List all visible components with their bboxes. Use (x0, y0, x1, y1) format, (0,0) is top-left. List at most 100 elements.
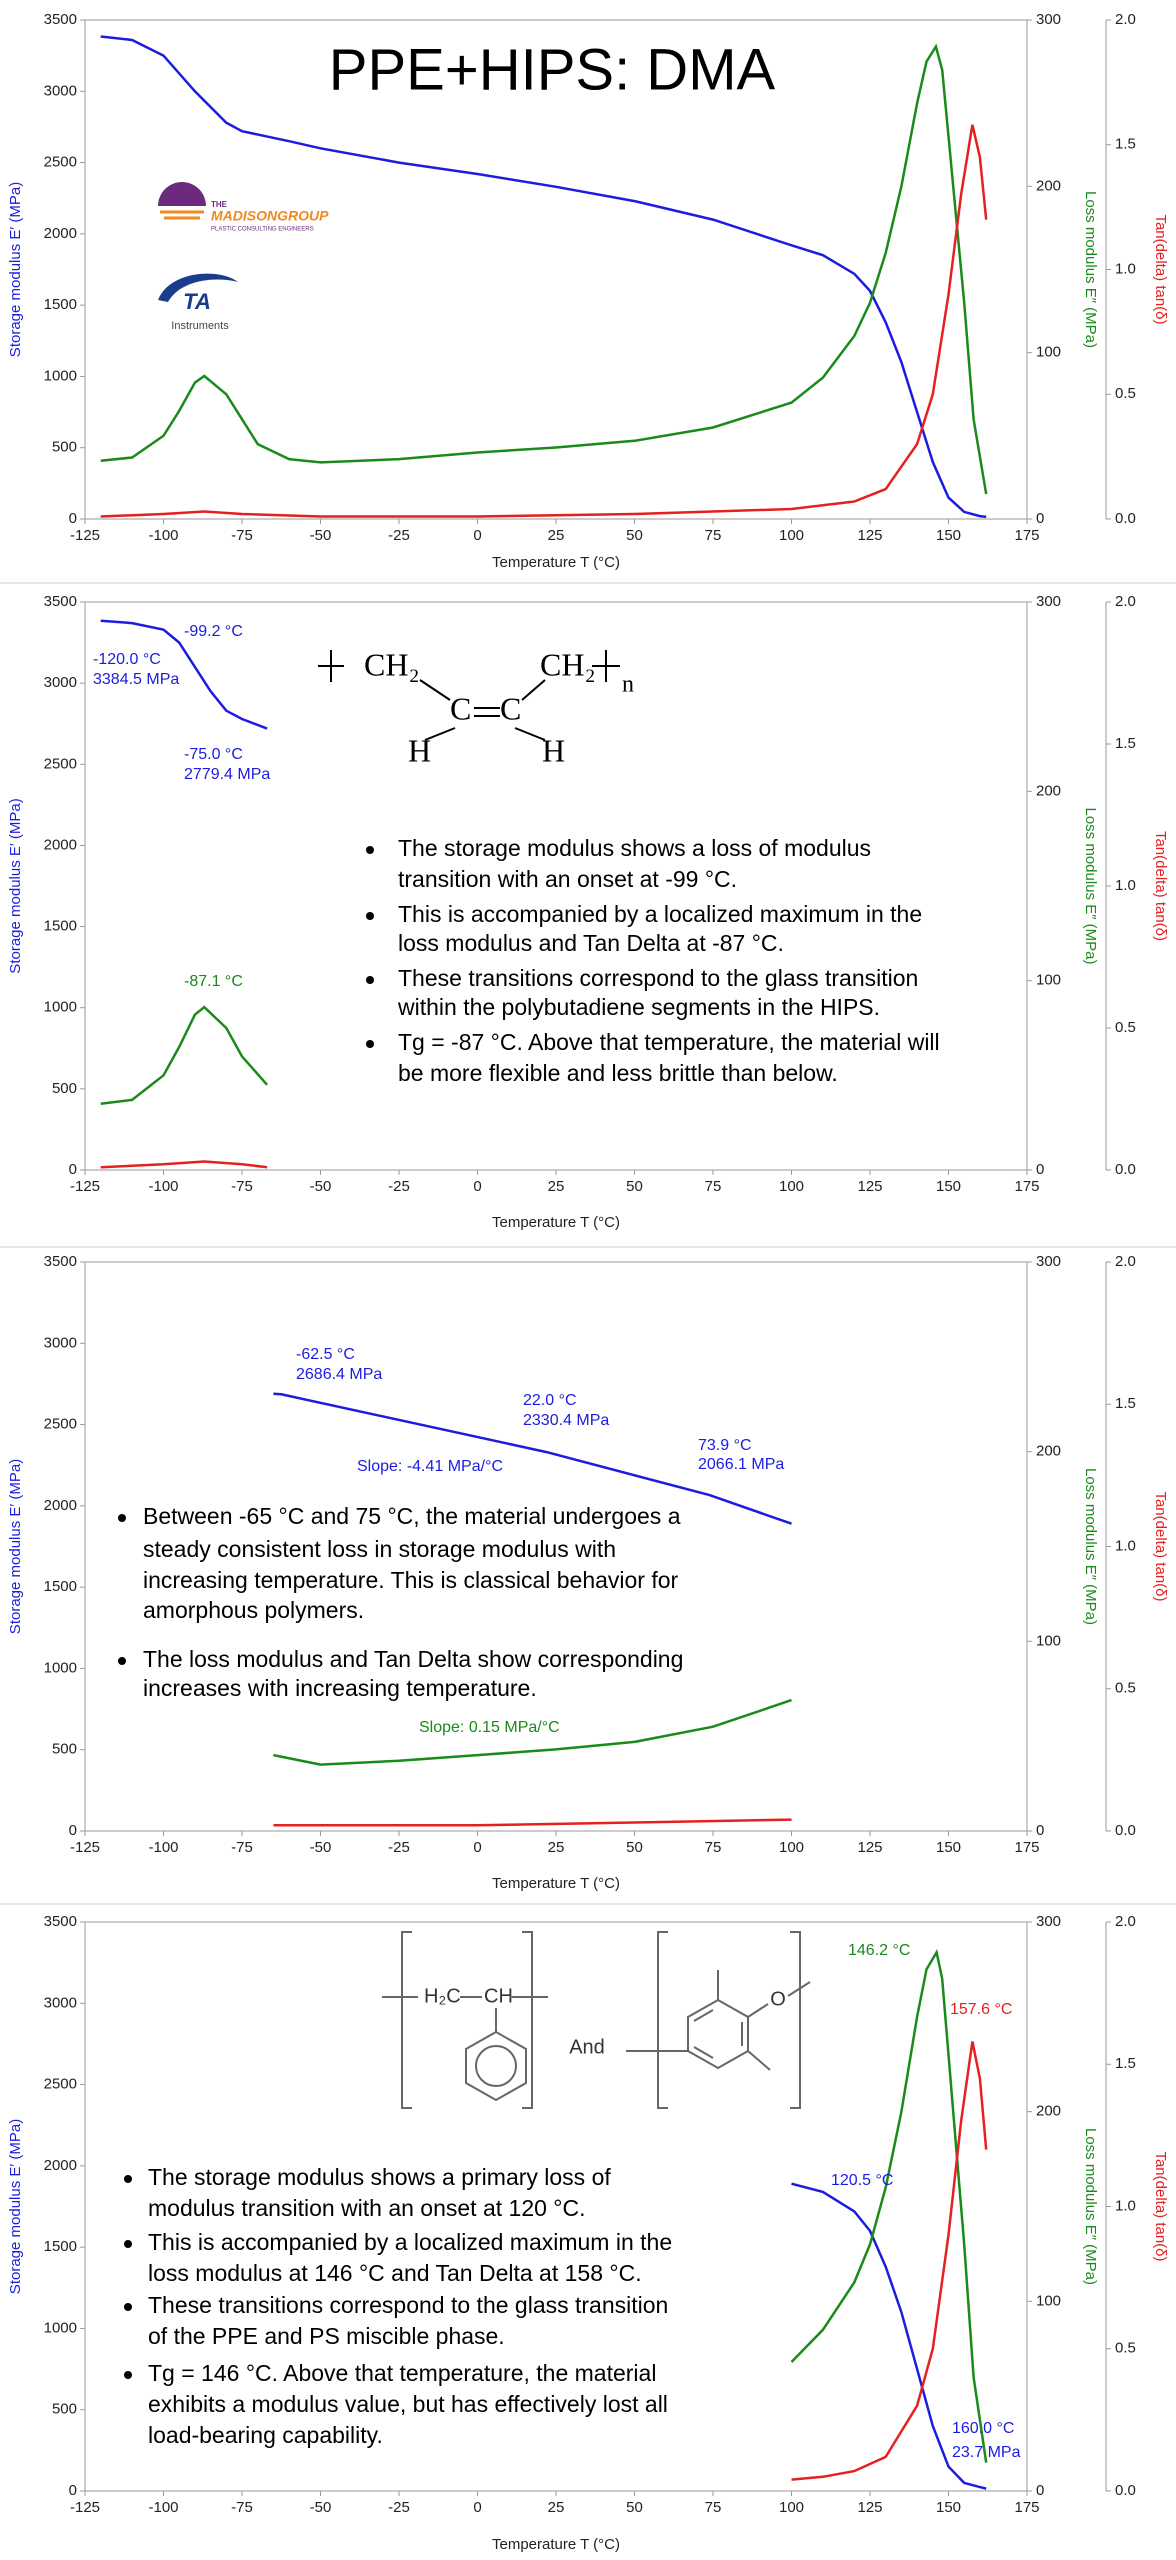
y-axis-label: Storage modulus E′ (MPa) (7, 182, 24, 357)
y3-tick-label: 0.5 (1115, 385, 1136, 402)
annotation: 73.9 °C (698, 1437, 752, 1454)
y3-axis-label: Tan(delta) tan(δ) (1152, 214, 1169, 324)
bullet-dot (118, 1657, 126, 1665)
x-axis-label: Temperature T (°C) (492, 1875, 620, 1892)
bullet-dot (366, 1040, 374, 1048)
y2-tick-label: 300 (1036, 11, 1061, 28)
annotation: 3384.5 MPa (93, 671, 179, 688)
y3-tick-label: 1.5 (1115, 2055, 1136, 2072)
y-tick-label: 0 (69, 1822, 77, 1839)
y3-tick-label: 0.5 (1115, 2340, 1136, 2357)
annotation: 120.5 °C (831, 2172, 893, 2189)
x-tick-label: 100 (779, 1839, 804, 1856)
x-tick-label: 25 (548, 2499, 565, 2516)
annotation: 2066.1 MPa (698, 1456, 784, 1473)
annotation: 146.2 °C (848, 1942, 910, 1959)
y2-axis-label: Loss modulus E″ (MPa) (1082, 807, 1099, 964)
y-tick-label: 1500 (44, 918, 77, 935)
annotation: -120.0 °C (93, 651, 161, 668)
bullet-text: The loss modulus and Tan Delta show corr… (143, 1646, 683, 1672)
bullet-text: Between -65 °C and 75 °C, the material u… (143, 1503, 681, 1529)
y2-tick-label: 200 (1036, 2103, 1061, 2120)
y-tick-label: 0 (69, 1161, 77, 1178)
bullet-text: These transitions correspond to the glas… (398, 965, 918, 991)
y2-axis-label: Loss modulus E″ (MPa) (1082, 191, 1099, 348)
bullet-text: loss modulus and Tan Delta at -87 °C. (398, 930, 784, 956)
y3-tick-label: 1.0 (1115, 2197, 1136, 2214)
bullet-text: amorphous polymers. (143, 1597, 364, 1623)
structure-label: n (622, 672, 634, 698)
x-tick-label: 175 (1014, 1839, 1039, 1856)
annotation: 157.6 °C (950, 2001, 1012, 2018)
y3-tick-label: 0.0 (1115, 1822, 1136, 1839)
x-tick-label: 125 (857, 1178, 882, 1195)
x-tick-label: -75 (231, 1178, 253, 1195)
y3-tick-label: 0.0 (1115, 2482, 1136, 2499)
bullet-dot (124, 2303, 132, 2311)
series-line (791, 2041, 988, 2481)
y2-tick-label: 100 (1036, 1632, 1061, 1649)
y-tick-label: 500 (52, 2401, 77, 2418)
y3-axis-label: Tan(delta) tan(δ) (1152, 1491, 1169, 1601)
y-tick-label: 3500 (44, 1253, 77, 1270)
bullet-text: The storage modulus shows a loss of modu… (398, 835, 871, 861)
y3-axis-label: Tan(delta) tan(δ) (1152, 2151, 1169, 2261)
y-tick-label: 2500 (44, 2076, 77, 2093)
y2-tick-label: 100 (1036, 2292, 1061, 2309)
x-tick-label: 75 (705, 1178, 722, 1195)
y3-axis-label: Tan(delta) tan(δ) (1152, 831, 1169, 941)
y-tick-label: 3500 (44, 593, 77, 610)
x-tick-label: -125 (70, 2499, 100, 2516)
bullet-dot (124, 2371, 132, 2379)
y2-tick-label: 200 (1036, 1443, 1061, 1460)
y-tick-label: 1000 (44, 367, 77, 384)
y2-tick-label: 0 (1036, 510, 1044, 527)
y3-tick-label: 0.0 (1115, 510, 1136, 527)
bullet-text: loss modulus at 146 °C and Tan Delta at … (148, 2260, 642, 2286)
x-tick-label: -125 (70, 527, 100, 544)
series-line (100, 619, 268, 730)
x-tick-label: 125 (857, 1839, 882, 1856)
y3-tick-label: 1.5 (1115, 735, 1136, 752)
bullet-text: be more flexible and less brittle than b… (398, 1060, 838, 1086)
x-axis-label: Temperature T (°C) (492, 1214, 620, 1231)
y2-tick-label: 200 (1036, 782, 1061, 799)
x-tick-label: 0 (473, 2499, 481, 2516)
y-tick-label: 1500 (44, 1578, 77, 1595)
x-tick-label: 175 (1014, 2499, 1039, 2516)
annotation: -87.1 °C (184, 973, 243, 990)
bullet-text: increases with increasing temperature. (143, 1675, 537, 1701)
x-tick-label: 150 (936, 1178, 961, 1195)
y-tick-label: 1000 (44, 1659, 77, 1676)
x-tick-label: 175 (1014, 527, 1039, 544)
ps-ppe-structures: H₂C CH And O (382, 1931, 811, 2109)
bullet-dot (366, 976, 374, 984)
x-tick-label: -25 (388, 527, 410, 544)
x-tick-label: 150 (936, 2499, 961, 2516)
x-tick-label: 25 (548, 1178, 565, 1195)
x-tick-label: 50 (626, 1178, 643, 1195)
series-line (100, 1005, 269, 1105)
y-tick-label: 1500 (44, 296, 77, 313)
series-line (790, 1948, 988, 2463)
x-tick-label: 25 (548, 527, 565, 544)
bullet-text: increasing temperature. This is classica… (143, 1567, 679, 1593)
y2-tick-label: 0 (1036, 2482, 1044, 2499)
y-tick-label: 0 (69, 510, 77, 527)
x-tick-label: -25 (388, 1178, 410, 1195)
series-line (273, 1392, 792, 1525)
y3-tick-label: 0.5 (1115, 1019, 1136, 1036)
y-axis-label: Storage modulus E′ (MPa) (7, 1459, 24, 1634)
y-tick-label: 3000 (44, 82, 77, 99)
x-tick-label: -25 (388, 1839, 410, 1856)
x-tick-label: 175 (1014, 1178, 1039, 1195)
y3-tick-label: 1.0 (1115, 877, 1136, 894)
series-line (100, 1160, 268, 1169)
y-tick-label: 2500 (44, 1416, 77, 1433)
annotation: Slope: -4.41 MPa/°C (357, 1458, 503, 1475)
bullet-text: load-bearing capability. (148, 2422, 383, 2448)
y-tick-label: 2000 (44, 225, 77, 242)
y-tick-label: 0 (69, 2482, 77, 2499)
structure-label: C (500, 690, 521, 726)
